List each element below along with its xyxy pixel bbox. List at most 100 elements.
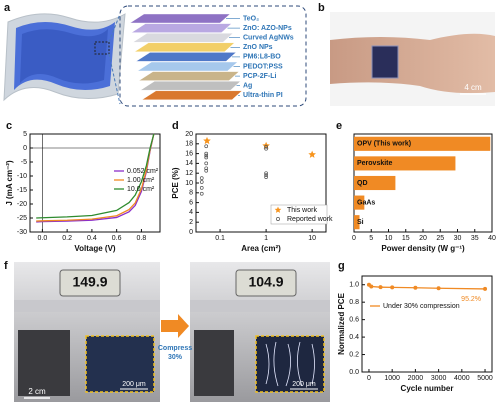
- layer-label: ZnO: AZO-NPs: [243, 25, 292, 32]
- caliper-photos: 149.9 104.9 200 μm 200 μm 2 cm Compress …: [14, 262, 330, 402]
- y-tick-label: 8: [189, 190, 193, 197]
- device-schematic: [3, 5, 307, 107]
- x-tick-label: 0.8: [137, 235, 147, 242]
- panel-label: g: [338, 260, 345, 272]
- x-tick-label: 0.6: [112, 235, 122, 242]
- legend-frame: [270, 204, 328, 225]
- point: [264, 171, 268, 176]
- y-axis-label: PCE (%): [171, 167, 180, 198]
- caliper-reading: 104.9: [248, 274, 283, 290]
- point: [199, 186, 204, 190]
- layer-label: Ag: [243, 83, 252, 90]
- x-axis-label: Voltage (V): [74, 244, 116, 253]
- x-tick-label: 0.0: [38, 235, 48, 242]
- y-tick-label: 4: [189, 209, 193, 216]
- layer-label: TeO₂: [243, 15, 259, 22]
- point: [203, 136, 211, 145]
- annotation: 95.2%: [461, 296, 481, 303]
- legend-label: 0.052 cm²: [127, 168, 159, 175]
- layer: [132, 33, 234, 43]
- x-tick-label: 2000: [408, 375, 424, 382]
- x-tick-label: 25: [436, 235, 444, 242]
- x-tick-label: 0: [367, 375, 371, 382]
- y-tick-label: 0.4: [349, 334, 359, 341]
- y-tick-label: -20: [17, 201, 27, 208]
- y-tick-label: -5: [21, 159, 27, 166]
- point: [204, 168, 209, 173]
- panel-label: a: [4, 2, 11, 14]
- y-tick-label: 6: [189, 199, 193, 206]
- y-tick-label: -25: [17, 215, 27, 222]
- category-label: QD: [357, 180, 368, 187]
- layer: [138, 71, 240, 81]
- point: [199, 191, 204, 196]
- layer: [133, 42, 236, 52]
- layer-label: Curved AgNWs: [243, 35, 294, 42]
- point: [204, 155, 209, 160]
- legend-label: 10.0 cm²: [127, 186, 155, 193]
- x-tick-label: 20: [419, 235, 427, 242]
- series-line: [36, 133, 155, 219]
- point: [483, 286, 488, 291]
- point: [204, 144, 209, 149]
- layer-label: PEDOT:PSS: [243, 63, 283, 70]
- inset-scale: 200 μm: [122, 381, 146, 388]
- point: [204, 166, 209, 171]
- y-tick-label: 16: [185, 150, 193, 157]
- arrow-label: Compress: [158, 345, 192, 352]
- x-tick-label: 0: [352, 235, 356, 242]
- point: [413, 285, 418, 290]
- layer-label: PM6:L8-BO: [243, 54, 281, 61]
- point: [204, 153, 209, 158]
- y-tick-label: 18: [185, 141, 193, 148]
- point: [308, 150, 316, 158]
- point: [390, 285, 395, 290]
- scale-bar-label: 4 cm: [464, 83, 482, 92]
- x-tick-label: 40: [488, 235, 496, 242]
- category-label: GaAs: [357, 199, 375, 206]
- scale-bar-label: 2 cm: [28, 387, 46, 396]
- point: [204, 151, 209, 156]
- x-tick-label: 10: [385, 235, 393, 242]
- legend-label: Under 30% compression: [383, 303, 460, 310]
- panel-label: d: [172, 120, 179, 132]
- layer: [136, 61, 239, 72]
- layer: [141, 90, 243, 100]
- category-label: OPV (This work): [357, 141, 411, 148]
- arrow-label: 30%: [168, 354, 183, 361]
- y-tick-label: 1.0: [349, 282, 359, 289]
- legend-marker: [274, 206, 282, 213]
- x-tick-label: 1000: [384, 375, 400, 382]
- bar: [354, 136, 491, 151]
- legend-label: This work: [287, 207, 317, 214]
- point: [436, 286, 441, 291]
- category-label: Si: [357, 219, 364, 226]
- y-tick-label: 12: [185, 170, 193, 177]
- y-tick-label: 10: [185, 180, 193, 187]
- category-label: Perovskite: [357, 160, 393, 167]
- y-tick-label: -15: [17, 187, 27, 194]
- x-tick-label: 30: [454, 235, 462, 242]
- panel-label: e: [336, 120, 342, 132]
- panel-label: f: [4, 260, 8, 272]
- panel-label: b: [318, 2, 325, 14]
- inset-scale: 200 μm: [292, 381, 316, 388]
- x-axis-label: Cycle number: [401, 384, 454, 393]
- x-tick-label: 15: [402, 235, 410, 242]
- y-axis-label: Normalized PCE: [337, 292, 346, 354]
- point: [369, 284, 374, 289]
- x-tick-label: 5: [369, 235, 373, 242]
- x-tick-label: 0.1: [215, 235, 225, 242]
- y-tick-label: 0.0: [349, 369, 359, 376]
- x-tick-label: 0.2: [62, 235, 72, 242]
- layer-label: PCP-2F-Li: [243, 73, 277, 80]
- point: [378, 285, 383, 290]
- plot-frame: [29, 133, 161, 233]
- plot-frame: [361, 275, 493, 373]
- point: [204, 161, 209, 166]
- layer: [129, 13, 231, 24]
- x-tick-label: 4000: [454, 375, 470, 382]
- x-tick-label: 5000: [477, 375, 493, 382]
- layer-label: ZnO NPs: [243, 44, 273, 51]
